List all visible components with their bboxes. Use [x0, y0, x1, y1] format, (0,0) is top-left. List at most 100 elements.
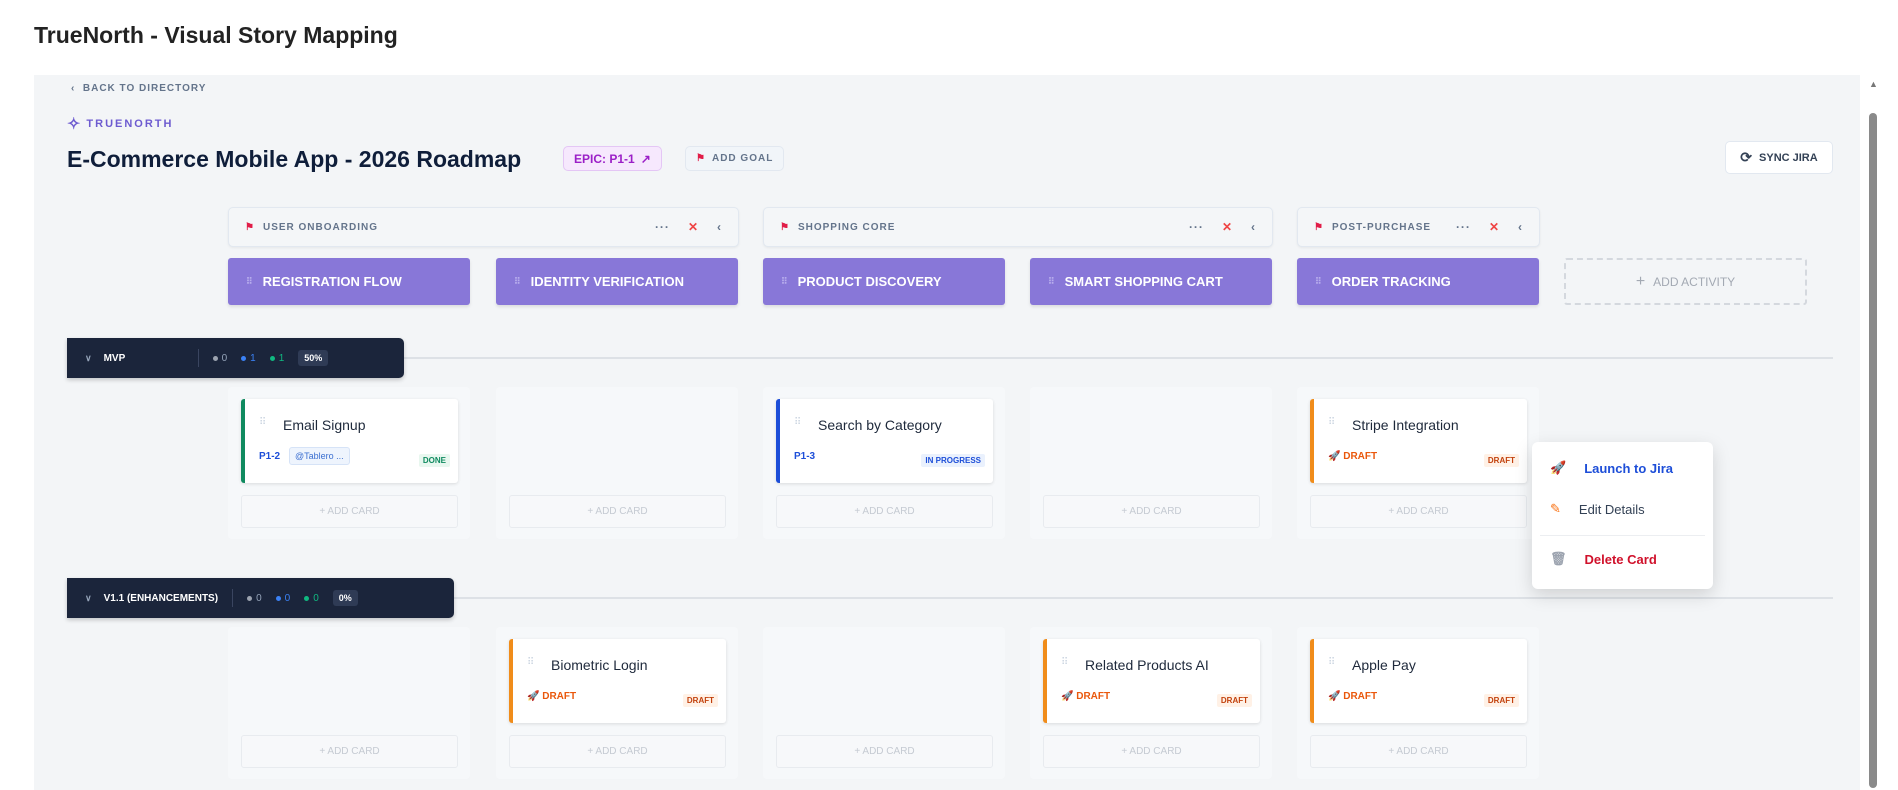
drag-handle-icon[interactable]: ⠿ [794, 417, 802, 428]
drag-handle-icon[interactable]: ⠿ [527, 657, 535, 668]
progress-badge: 50% [298, 350, 329, 366]
stat-count: 0 [221, 352, 228, 364]
scrollbar[interactable]: ▲ [1866, 75, 1880, 790]
status-badge: DRAFT [1483, 694, 1519, 707]
add-card-button[interactable]: + ADD CARD [776, 735, 993, 768]
goal-controls: ··· ✕ ‹ [655, 220, 722, 234]
drag-handle-icon[interactable]: ⠿ [1328, 417, 1336, 428]
stat-done: 1 [269, 352, 285, 364]
drag-handle-icon[interactable]: ⠿ [1061, 657, 1069, 668]
rocket-icon: 🚀 [1328, 451, 1344, 462]
goal-controls: ··· ✕ ‹ [1189, 220, 1256, 234]
add-card-button[interactable]: + ADD CARD [241, 495, 458, 528]
status-badge: DRAFT [1216, 694, 1252, 707]
status-dot-icon [247, 595, 253, 601]
epic-badge[interactable]: EPIC: P1-1 ↗ [563, 146, 662, 171]
sync-jira-button[interactable]: ⟳ SYNC JIRA [1725, 141, 1833, 174]
menu-item-delete-card[interactable]: 🗑 Delete Card [1550, 551, 1657, 567]
add-card-button[interactable]: + ADD CARD [1310, 735, 1527, 768]
more-icon[interactable]: ··· [1188, 220, 1204, 234]
story-card[interactable]: ⠿ Stripe Integration 🚀 DRAFT DRAFT [1310, 399, 1527, 483]
card-title: Email Signup [283, 417, 366, 433]
drag-handle-icon[interactable]: ⠿ [259, 417, 267, 428]
release-header-v1-1[interactable]: ∨ V1.1 (ENHANCEMENTS) 0 0 0 0% [67, 578, 454, 618]
scrollbar-thumb[interactable] [1869, 113, 1877, 788]
more-icon[interactable]: ··· [654, 220, 670, 234]
activity-header[interactable]: ⠿ REGISTRATION FLOW [228, 258, 470, 305]
rocket-icon: 🚀 [1328, 691, 1344, 702]
status-badge: DONE [418, 454, 450, 467]
chevron-left-icon[interactable]: ‹ [1518, 220, 1523, 234]
activity-header[interactable]: ⠿ IDENTITY VERIFICATION [496, 258, 738, 305]
app-title: TrueNorth - Visual Story Mapping [34, 22, 398, 48]
rocket-icon: 🚀 [1061, 691, 1077, 702]
goal-controls: ··· ✕ ‹ [1456, 220, 1523, 234]
stat-in_progress: 0 [275, 593, 290, 604]
activity-header[interactable]: ⠿ ORDER TRACKING [1297, 258, 1539, 305]
add-activity-label: ADD ACTIVITY [1653, 274, 1736, 289]
activity-label: IDENTITY VERIFICATION [530, 274, 684, 289]
close-icon[interactable]: ✕ [1221, 220, 1233, 234]
drag-handle-icon[interactable]: ⠿ [1328, 657, 1336, 668]
story-card[interactable]: ⠿ Apple Pay 🚀 DRAFT DRAFT [1310, 639, 1527, 723]
status-badge: IN PROGRESS [921, 454, 985, 467]
add-goal-button[interactable]: ⚑ ADD GOAL [685, 146, 785, 171]
add-card-button[interactable]: + ADD CARD [509, 735, 726, 768]
add-card-button[interactable]: + ADD CARD [1310, 495, 1527, 528]
status-dot-icon [275, 595, 281, 601]
close-icon[interactable]: ✕ [687, 220, 699, 234]
draft-indicator: 🚀 DRAFT [527, 691, 576, 702]
drag-handle-icon[interactable]: ⠿ [1315, 276, 1322, 286]
activity-header[interactable]: ⠿ SMART SHOPPING CART [1030, 258, 1272, 305]
story-card[interactable]: ⠿ Search by Category P1-3 IN PROGRESS [776, 399, 993, 483]
rocket-icon: 🚀 [527, 691, 543, 702]
drag-handle-icon[interactable]: ⠿ [781, 276, 788, 286]
add-card-button[interactable]: + ADD CARD [241, 735, 458, 768]
more-icon[interactable]: ··· [1455, 220, 1471, 234]
draft-indicator: 🚀 DRAFT [1328, 691, 1377, 702]
close-icon[interactable]: ✕ [1488, 220, 1500, 234]
chevron-left-icon[interactable]: ‹ [1251, 220, 1256, 234]
drag-handle-icon[interactable]: ⠿ [514, 276, 521, 286]
release-header-mvp[interactable]: ∨ MVP 0 1 1 50% [67, 338, 404, 378]
stat-count: 0 [256, 592, 262, 604]
issue-key[interactable]: P1-3 [794, 451, 816, 462]
add-card-button[interactable]: + ADD CARD [509, 495, 726, 528]
chevron-down-icon[interactable]: ∨ [85, 352, 92, 363]
goal-label: SHOPPING CORE [797, 221, 896, 233]
goal-header: ⚑ SHOPPING CORE ··· ✕ ‹ [763, 207, 1273, 247]
stat-todo: 0 [247, 593, 262, 604]
drag-handle-icon[interactable]: ⠿ [1048, 276, 1055, 286]
story-card[interactable]: ⠿ Email Signup P1-2 @Tablero ... DONE [241, 399, 458, 483]
chevron-left-icon[interactable]: ‹ [717, 220, 722, 234]
draft-indicator: 🚀 DRAFT [1061, 691, 1110, 702]
stat-todo: 0 [212, 352, 228, 364]
flag-icon: ⚑ [1314, 221, 1324, 233]
add-activity-button[interactable]: + ADD ACTIVITY [1564, 258, 1807, 305]
menu-item-launch-to-jira[interactable]: 🚀 Launch to Jira [1550, 460, 1674, 476]
story-card[interactable]: ⠿ Biometric Login 🚀 DRAFT DRAFT [509, 639, 726, 723]
back-to-directory-link[interactable]: ‹ BACK TO DIRECTORY [71, 83, 207, 94]
activity-label: PRODUCT DISCOVERY [797, 274, 942, 289]
page-title: E-Commerce Mobile App - 2026 Roadmap [67, 146, 522, 172]
menu-item-edit-details[interactable]: ✎ Edit Details [1550, 501, 1645, 517]
status-badge: DRAFT [1483, 454, 1519, 467]
separator [197, 349, 199, 367]
chevron-down-icon[interactable]: ∨ [85, 592, 92, 603]
add-card-button[interactable]: + ADD CARD [776, 495, 993, 528]
status-dot-icon [304, 595, 310, 601]
add-card-button[interactable]: + ADD CARD [1043, 735, 1260, 768]
stat-count: 1 [278, 352, 285, 364]
draft-label: DRAFT [1343, 451, 1378, 462]
goal-label: POST-PURCHASE [1331, 221, 1432, 233]
add-card-button[interactable]: + ADD CARD [1043, 495, 1260, 528]
issue-key[interactable]: P1-2 [259, 451, 281, 462]
scroll-up-icon[interactable]: ▲ [1869, 79, 1878, 89]
drag-handle-icon[interactable]: ⠿ [246, 276, 253, 286]
flag-icon: ⚑ [696, 153, 706, 164]
goal-label: USER ONBOARDING [262, 221, 378, 233]
story-card[interactable]: ⠿ Related Products AI 🚀 DRAFT DRAFT [1043, 639, 1260, 723]
release-divider [404, 357, 1833, 359]
draft-label: DRAFT [542, 691, 577, 702]
activity-header[interactable]: ⠿ PRODUCT DISCOVERY [763, 258, 1005, 305]
